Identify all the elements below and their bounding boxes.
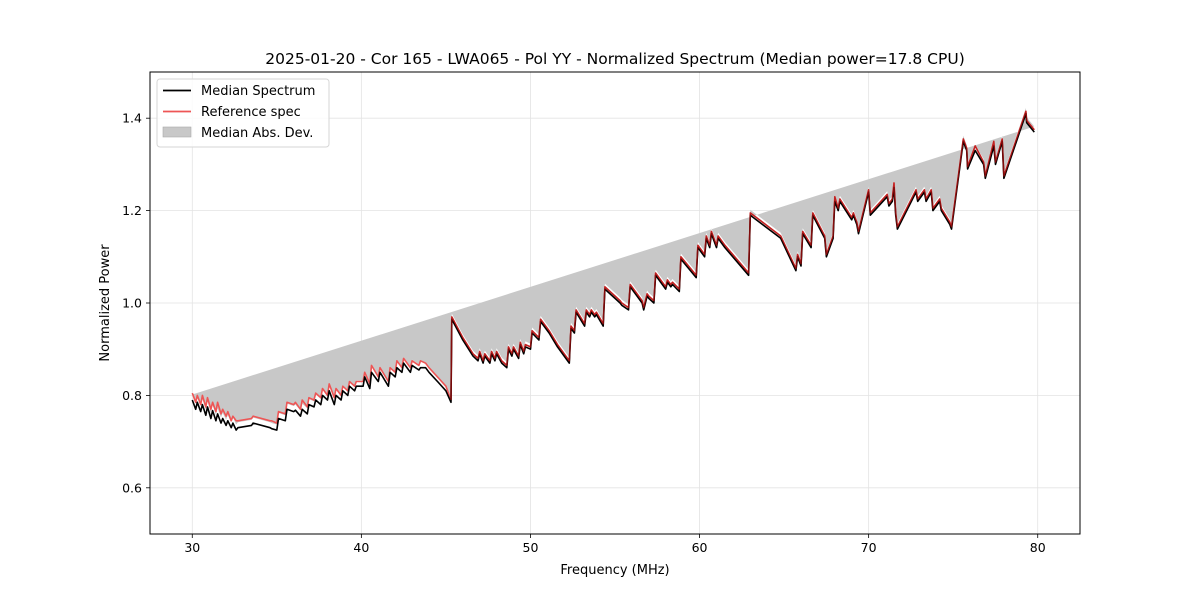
x-tick-label: 60 bbox=[692, 540, 708, 555]
x-tick-label: 50 bbox=[523, 540, 539, 555]
legend-median-label: Median Spectrum bbox=[201, 84, 315, 99]
x-axis: 30 40 50 60 70 80 bbox=[184, 534, 1046, 555]
plot-area bbox=[191, 108, 1035, 431]
median-abs-dev-band bbox=[192, 108, 1035, 425]
y-tick-label: 0.8 bbox=[122, 388, 142, 403]
y-tick-label: 1.4 bbox=[122, 111, 142, 126]
y-tick-label: 0.6 bbox=[122, 480, 142, 495]
x-axis-label: Frequency (MHz) bbox=[560, 563, 669, 578]
legend-box bbox=[156, 78, 330, 148]
y-tick-label: 1.0 bbox=[122, 296, 142, 311]
y-axis-label: Normalized Power bbox=[98, 244, 113, 362]
x-tick-label: 40 bbox=[353, 540, 369, 555]
legend-reference-label: Reference spec bbox=[201, 105, 301, 120]
legend: Median Spectrum Reference spec Median Ab… bbox=[156, 78, 330, 148]
legend-mad-label: Median Abs. Dev. bbox=[201, 126, 313, 141]
y-axis: 0.6 0.8 1.0 1.2 1.4 bbox=[122, 111, 150, 495]
chart-title: 2025-01-20 - Cor 165 - LWA065 - Pol YY -… bbox=[265, 50, 965, 68]
reference-spectrum-overlay bbox=[450, 110, 1035, 401]
x-tick-label: 30 bbox=[184, 540, 200, 555]
x-tick-label: 80 bbox=[1030, 540, 1046, 555]
legend-mad-swatch bbox=[162, 126, 192, 138]
y-tick-label: 1.2 bbox=[122, 203, 142, 218]
x-tick-label: 70 bbox=[861, 540, 877, 555]
